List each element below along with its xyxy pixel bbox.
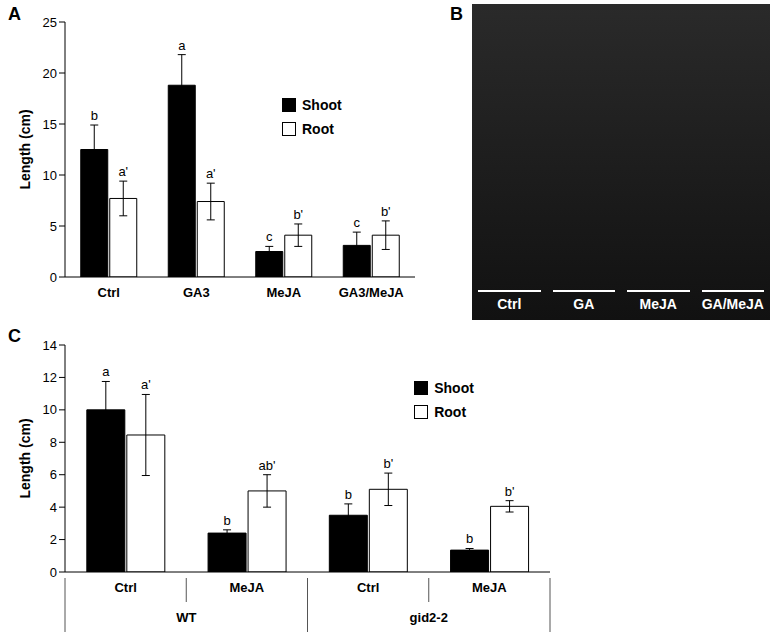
svg-text:Length (cm): Length (cm) <box>17 418 33 498</box>
html-text:C: C <box>8 326 21 346</box>
svg-text:b': b' <box>383 456 393 471</box>
svg-text:15: 15 <box>43 117 57 132</box>
svg-text:b': b' <box>505 484 515 499</box>
svg-text:6: 6 <box>50 467 57 482</box>
svg-text:a': a' <box>118 164 128 179</box>
svg-text:c: c <box>354 215 361 230</box>
svg-text:a': a' <box>141 377 151 392</box>
svg-text:gid2-2: gid2-2 <box>410 610 448 625</box>
svg-text:MeJA: MeJA <box>472 580 507 595</box>
svg-text:14: 14 <box>43 338 57 353</box>
svg-text:10: 10 <box>43 168 57 183</box>
html-text:Root: Root <box>434 404 467 420</box>
svg-text:0: 0 <box>50 270 57 285</box>
svg-text:Length (cm): Length (cm) <box>17 109 33 189</box>
html-text:GA/MeJA: GA/MeJA <box>701 296 764 312</box>
svg-text:25: 25 <box>43 15 57 30</box>
html-text:Shoot: Shoot <box>302 97 342 113</box>
svg-text:8: 8 <box>50 435 57 450</box>
svg-text:Ctrl: Ctrl <box>357 580 379 595</box>
svg-text:b: b <box>223 513 230 528</box>
svg-text:12: 12 <box>43 370 57 385</box>
html-text:Ctrl: Ctrl <box>497 296 522 312</box>
svg-text:a': a' <box>206 166 216 181</box>
svg-text:a: a <box>102 364 110 379</box>
html-text:MeJA: MeJA <box>639 296 677 312</box>
html-text:Shoot: Shoot <box>434 380 474 396</box>
svg-text:b: b <box>345 487 352 502</box>
html-text:GA: GA <box>573 296 595 312</box>
svg-text:5: 5 <box>50 219 57 234</box>
svg-text:b': b' <box>293 207 303 222</box>
svg-text:2: 2 <box>50 532 57 547</box>
svg-text:ab': ab' <box>259 458 276 473</box>
svg-text:MeJA: MeJA <box>230 580 265 595</box>
svg-text:b': b' <box>381 204 391 219</box>
svg-text:a: a <box>178 38 186 53</box>
svg-text:4: 4 <box>50 500 57 515</box>
svg-text:0: 0 <box>50 565 57 580</box>
svg-text:GA3: GA3 <box>183 285 210 300</box>
svg-text:10: 10 <box>43 402 57 417</box>
svg-text:20: 20 <box>43 66 57 81</box>
html-text:A: A <box>8 4 21 24</box>
svg-text:WT: WT <box>176 610 196 625</box>
svg-text:Ctrl: Ctrl <box>98 285 120 300</box>
svg-text:b: b <box>466 531 473 546</box>
svg-text:Ctrl: Ctrl <box>114 580 136 595</box>
svg-text:b: b <box>91 108 98 123</box>
html-text:Root: Root <box>302 121 334 137</box>
svg-text:c: c <box>266 229 273 244</box>
svg-text:MeJA: MeJA <box>266 285 301 300</box>
html-text:B: B <box>450 4 463 24</box>
svg-text:GA3/MeJA: GA3/MeJA <box>339 285 405 300</box>
